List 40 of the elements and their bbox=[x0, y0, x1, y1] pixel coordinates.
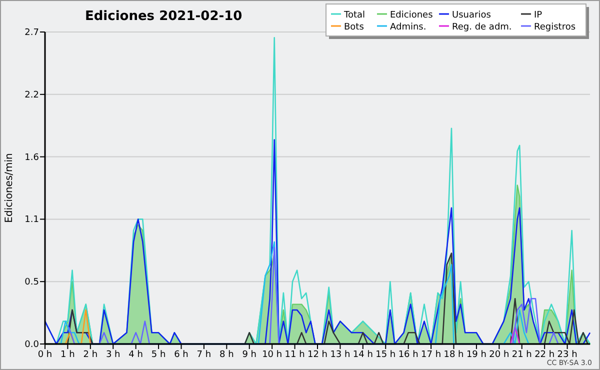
x-tick-label: 16 h bbox=[398, 350, 418, 360]
x-tick-label: 5 h bbox=[151, 350, 166, 360]
x-tick-label: 6 h bbox=[174, 350, 188, 360]
y-tick-label: 0.0 bbox=[24, 340, 40, 350]
y-tick-label: 1.1 bbox=[24, 215, 39, 226]
x-tick-label: 9 h bbox=[242, 350, 257, 360]
y-tick-label: 0.5 bbox=[24, 278, 39, 288]
y-tick-label: 2.7 bbox=[24, 28, 39, 38]
x-tick-label: 0 h bbox=[38, 350, 52, 360]
x-tick-label: 2 h bbox=[83, 350, 98, 360]
x-tick-label: 8 h bbox=[220, 350, 234, 360]
x-tick-label: 18 h bbox=[444, 350, 464, 360]
chart-title: Ediciones 2021-02-10 bbox=[85, 9, 242, 24]
x-tick-label: 3 h bbox=[106, 350, 120, 360]
legend-label: Total bbox=[343, 10, 366, 20]
legend-label: Reg. de adm. bbox=[452, 22, 512, 32]
legend-label: Registros bbox=[534, 22, 576, 32]
legend-label: Usuarios bbox=[452, 10, 492, 20]
x-tick-label: 21 h bbox=[512, 350, 532, 360]
x-tick-label: 20 h bbox=[489, 350, 510, 360]
y-tick-label: 2.2 bbox=[24, 90, 39, 100]
x-tick-label: 11 h bbox=[284, 350, 305, 360]
x-tick-label: 19 h bbox=[466, 350, 486, 360]
x-tick-label: 10 h bbox=[262, 350, 282, 360]
legend-label: Ediciones bbox=[390, 10, 434, 20]
x-tick-label: 4 h bbox=[128, 350, 143, 360]
x-tick-label: 7 h bbox=[196, 350, 212, 360]
legend-label: IP bbox=[534, 10, 543, 20]
legend-label: Bots bbox=[344, 22, 364, 32]
x-tick-label: 23 h bbox=[557, 350, 578, 360]
x-tick-label: 17 h bbox=[421, 350, 442, 360]
x-tick-label: 15 h bbox=[376, 350, 396, 360]
legend-label: Admins. bbox=[390, 22, 426, 32]
y-tick-label: 1.6 bbox=[24, 152, 40, 163]
x-tick-label: 14 h bbox=[352, 350, 373, 360]
x-tick-label: 12 h bbox=[307, 350, 328, 360]
x-tick-label: 1 h bbox=[60, 350, 75, 360]
y-axis-title: Ediciones/min bbox=[4, 153, 15, 223]
x-tick-label: 13 h bbox=[330, 350, 350, 360]
x-tick-label: 22 h bbox=[534, 350, 555, 360]
